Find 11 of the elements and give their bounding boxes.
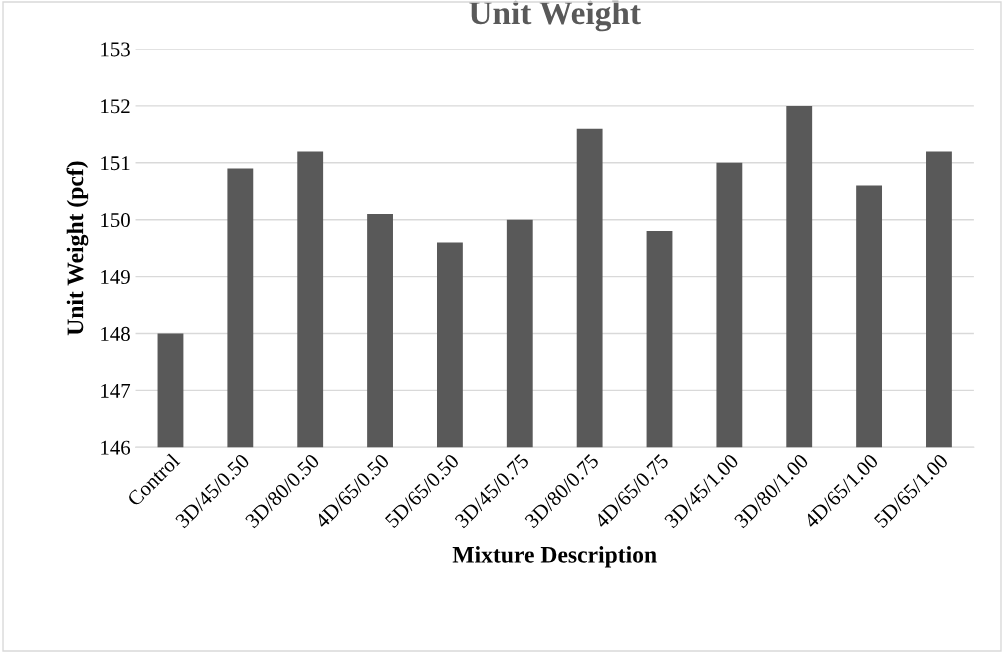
y-axis-title: Unit Weight (pcf) xyxy=(66,161,89,336)
y-tick-label: 150 xyxy=(101,213,130,228)
y-tick-label: 153 xyxy=(101,42,130,57)
y-tick-label: 151 xyxy=(101,156,130,171)
x-axis-title: Mixture Description xyxy=(452,546,657,568)
chart-title: Unit Weight xyxy=(469,0,641,32)
y-tick-label: 149 xyxy=(101,270,130,285)
y-tick-label: 146 xyxy=(101,440,131,455)
y-tick-label: 148 xyxy=(101,326,130,341)
y-tick-label: 147 xyxy=(101,383,131,398)
y-tick-label: 152 xyxy=(101,99,130,114)
